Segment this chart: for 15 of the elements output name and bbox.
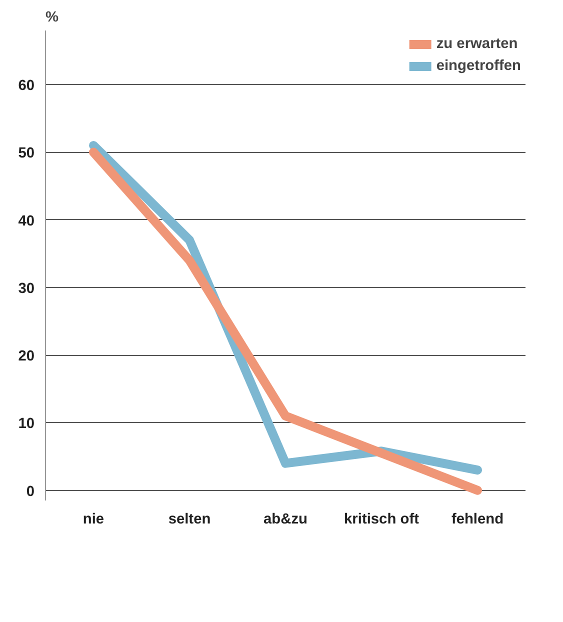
y-tick-label: 20: [18, 348, 35, 365]
y-tick-label: 30: [18, 280, 35, 297]
x-tick-label: nie: [82, 512, 104, 528]
y-tick-label: 60: [18, 78, 35, 94]
y-tick-label: 50: [18, 146, 35, 162]
legend-label: zu erwarten: [436, 36, 518, 52]
y-tick-label: 10: [18, 416, 35, 432]
x-tick-label: kritisch oft: [344, 512, 420, 528]
x-tick-label: ab&zu: [264, 512, 308, 528]
x-tick-label: selten: [168, 512, 211, 528]
y-axis-title: %: [46, 10, 59, 26]
y-tick-label: 0: [26, 484, 35, 500]
y-tick-label: 40: [18, 213, 35, 230]
legend-label: eingetroffen: [436, 58, 521, 74]
x-tick-label: fehlend: [451, 512, 504, 528]
